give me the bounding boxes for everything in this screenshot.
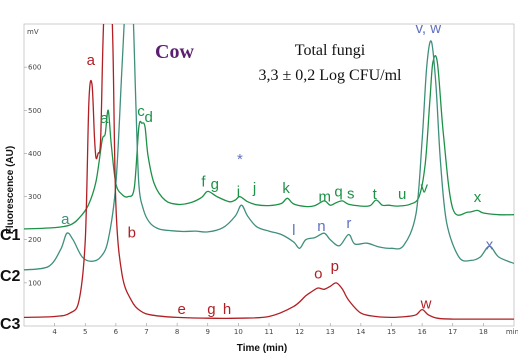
x-tick-label: 5 (83, 328, 87, 336)
x-tick-label: 10 (234, 328, 243, 336)
peak-label: x (486, 237, 494, 254)
peak-label: a (100, 110, 109, 127)
x-tick-label: 11 (265, 328, 274, 336)
peak-label: t (373, 186, 378, 203)
peak-label: k (282, 180, 290, 197)
y-tick-label: 400 (28, 150, 41, 158)
peak-label: * (237, 151, 243, 168)
peak-label: m (318, 188, 331, 205)
peak-label: u (398, 186, 406, 203)
x-axis-title: Time (min) (237, 343, 287, 354)
annotation-line-2: 3,3 ± 0,2 Log CFU/ml (258, 67, 402, 84)
trace-label-c1: C1 (0, 227, 21, 244)
x-tick-label: 18 (479, 328, 488, 336)
x-tick-label: 15 (387, 328, 396, 336)
x-tick-label: 14 (356, 328, 365, 336)
y-axis-title: Fluorescence (AU) (5, 146, 16, 234)
trace-label-c3: C3 (0, 316, 21, 333)
peak-label: r (346, 215, 351, 232)
peak-label: a (87, 52, 96, 69)
peak-label: c (137, 103, 145, 120)
peak-label: v, w (415, 20, 441, 37)
series-layer (24, 24, 514, 320)
peak-label: q (334, 184, 342, 201)
series-line-c3 (24, 24, 514, 320)
y-tick-label: 200 (28, 236, 41, 244)
peak-label: d (144, 109, 152, 126)
annotation-line-1: Total fungi (295, 42, 366, 59)
x-tick-label: 9 (206, 328, 210, 336)
peak-label: x (474, 189, 482, 206)
peak-label: f (201, 174, 206, 191)
peak-label: e (178, 301, 186, 318)
x-tick-label: 13 (326, 328, 335, 336)
series-line-c2 (24, 24, 514, 271)
peak-label: g (207, 301, 215, 318)
peak-label: b (128, 225, 136, 242)
y-tick-label: 500 (28, 107, 41, 115)
peak-label: h (223, 301, 231, 318)
y-tick-label: 600 (28, 64, 41, 72)
peak-label: p (331, 258, 339, 275)
axis-layer: 4 5 6 7 8 9 10 11 12 13 14 15 16 17 18 min1002003004005… (23, 23, 518, 336)
peak-label: l (292, 222, 295, 239)
peak-label: o (314, 266, 322, 283)
trace-label-c2: C2 (0, 268, 21, 285)
y-unit-label: mV (27, 28, 39, 36)
x-tick-label: 8 (175, 328, 179, 336)
x-tick-label: min (506, 328, 518, 336)
x-tick-label: 4 (52, 328, 57, 336)
peak-label: g (211, 176, 219, 193)
peak-label: n (317, 218, 325, 235)
x-tick-label: 7 (144, 328, 148, 336)
x-tick-label: 17 (448, 328, 457, 336)
peak-label: w (420, 296, 432, 313)
x-tick-label: 12 (295, 328, 304, 336)
y-tick-label: 100 (28, 279, 41, 287)
chart-title: Cow (155, 41, 194, 63)
peak-label: a (61, 211, 70, 228)
x-tick-label: 6 (114, 328, 119, 336)
x-tick-label: 16 (418, 328, 427, 336)
peak-label: s (347, 185, 355, 202)
y-tick-label: 300 (28, 193, 41, 201)
peak-label: j (252, 180, 256, 197)
peak-label: i (237, 184, 240, 201)
peak-label: v (421, 179, 429, 196)
